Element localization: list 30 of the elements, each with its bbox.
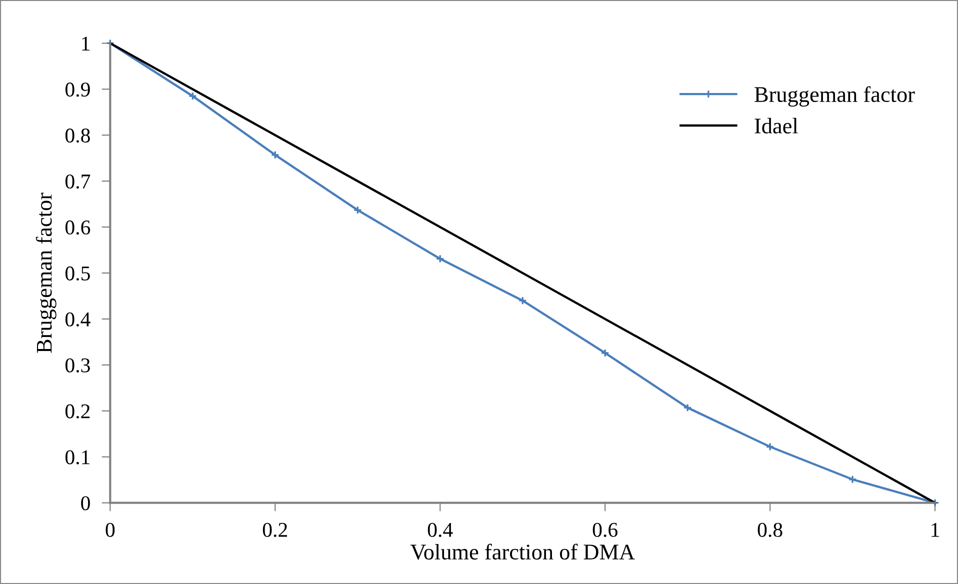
y-tick-label: 0.4 — [65, 312, 90, 327]
point — [270, 150, 280, 160]
x-tick-label: 0.4 — [428, 522, 453, 538]
x-axis-title: Volume farction of DMA — [410, 544, 635, 560]
x-tick-label: 0.8 — [758, 522, 782, 538]
legend-label: Bruggeman factor — [754, 86, 915, 107]
y-tick-label: 0.2 — [65, 404, 90, 418]
point — [683, 403, 692, 412]
y-tick-label: 0.9 — [65, 82, 90, 97]
point — [848, 475, 857, 484]
y-tick-label: 0.6 — [65, 220, 90, 235]
y-tick-label: 0.1 — [65, 450, 90, 464]
y-axis-title: Bruggeman factor — [36, 192, 56, 353]
y-tick-label: 0.5 — [65, 266, 90, 281]
x-tick-label: 0.2 — [262, 522, 288, 538]
x-tick-label: 1 — [932, 522, 939, 537]
y-tick-label: 0.3 — [65, 358, 90, 372]
y-tick-label: 0.8 — [65, 128, 90, 143]
legend-label: Idael — [754, 118, 798, 134]
x-tick-label: 0.6 — [592, 522, 618, 538]
point — [188, 92, 197, 100]
point — [600, 348, 610, 358]
y-tick-label: 1 — [82, 36, 90, 50]
point — [436, 254, 444, 264]
point — [353, 206, 362, 214]
y-tick-label: 0.7 — [65, 174, 90, 189]
point — [518, 296, 527, 305]
x-tick-label: 0 — [106, 522, 115, 537]
point — [766, 442, 774, 452]
y-tick-label: 0 — [81, 496, 90, 510]
